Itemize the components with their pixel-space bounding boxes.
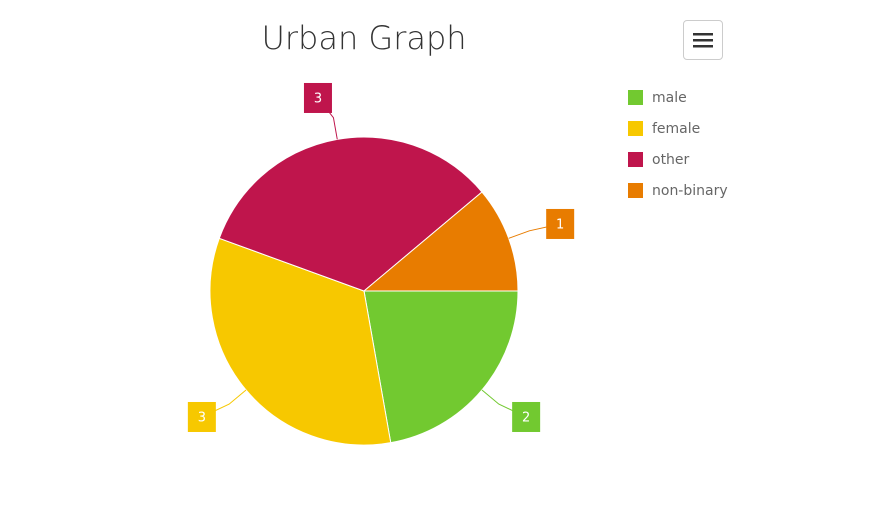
legend-swatch — [628, 183, 643, 198]
data-label: 2 — [522, 410, 530, 425]
data-label: 1 — [556, 217, 564, 232]
label-box — [187, 401, 216, 432]
legend-label: other — [652, 152, 690, 168]
label-box — [303, 82, 332, 113]
legend-swatch — [628, 152, 643, 167]
data-label: 3 — [314, 91, 322, 106]
legend-swatch — [628, 121, 643, 136]
menu-icon — [693, 33, 713, 48]
chart-title: Urban Graph — [261, 19, 466, 57]
pie-slice — [363, 290, 519, 444]
pie-slice — [362, 191, 519, 292]
legend-swatch — [628, 90, 643, 105]
pie-slice — [209, 237, 392, 446]
legend-label: non-binary — [652, 183, 728, 199]
label-box — [546, 208, 575, 239]
menu-button[interactable] — [683, 20, 723, 60]
legend-label: female — [652, 121, 700, 137]
data-label: 3 — [198, 410, 206, 425]
legend-label: male — [652, 90, 687, 106]
label-box — [512, 401, 541, 432]
